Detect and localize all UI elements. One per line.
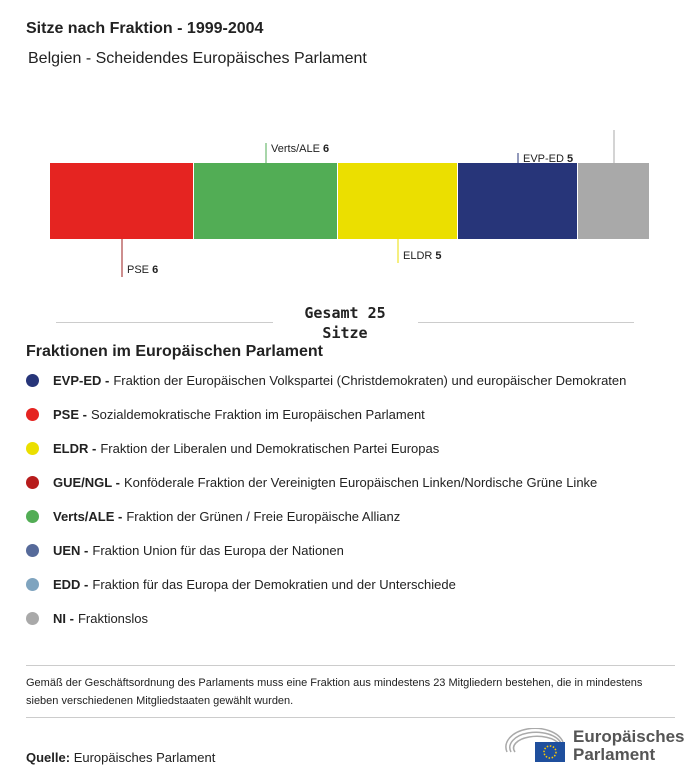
legend-abbr: PSE -	[53, 407, 87, 422]
legend-item: GUE/NGL - Konföderale Fraktion der Verein…	[26, 475, 597, 490]
legend-color-dot	[26, 510, 39, 523]
legend-color-dot	[26, 612, 39, 625]
legend-text: Fraktion Union für das Europa der Nation…	[92, 543, 344, 558]
ep-logo: Europäisches Parlament	[505, 728, 685, 764]
data-label: EVP-ED 5	[523, 153, 573, 165]
data-label: Verts/ALE 6	[271, 143, 329, 155]
footnote: Gemäß der Geschäftsordnung des Parlament…	[26, 677, 643, 707]
chart-subtitle: Belgien - Scheidendes Europäisches Parla…	[28, 50, 367, 67]
total-label: Gesamt 25 Sitze	[275, 303, 415, 343]
logo-line1: Europäisches	[573, 727, 685, 746]
legend-abbr: UEN -	[53, 543, 89, 558]
total-value: Gesamt 25	[304, 304, 386, 322]
legend-text: Fraktion für das Europa der Demokratien …	[92, 577, 456, 592]
total-unit: Sitze	[322, 324, 368, 342]
legend-abbr: GUE/NGL -	[53, 475, 120, 490]
legend-item: NI - Fraktionslos	[26, 611, 148, 626]
divider	[26, 717, 675, 718]
divider-left	[56, 322, 273, 323]
logo-line2: Parlament	[573, 745, 656, 764]
legend-color-dot	[26, 578, 39, 591]
bar-eldr	[338, 163, 457, 239]
bar-evp-ed	[458, 163, 577, 239]
data-label: ELDR 5	[403, 250, 442, 262]
legend-abbr: EDD -	[53, 577, 89, 592]
legend-text: Fraktion der Liberalen und Demokratische…	[100, 441, 440, 456]
data-label: PSE 6	[127, 264, 158, 276]
legend-item: ELDR - Fraktion der Liberalen und Demokra…	[26, 441, 439, 456]
legend-color-dot	[26, 442, 39, 455]
legend-color-dot	[26, 476, 39, 489]
legend-item: EDD - Fraktion für das Europa der Demokra…	[26, 577, 456, 592]
legend-item: UEN - Fraktion Union für das Europa der N…	[26, 543, 344, 558]
legend-abbr: Verts/ALE -	[53, 509, 123, 524]
legend-color-dot	[26, 374, 39, 387]
legend-abbr: NI -	[53, 611, 74, 626]
legend-text: Fraktionslos	[77, 611, 149, 626]
stacked-bar-chart: PSE 6 Verts/ALE 6 ELDR 5 EVP-ED 5 NI 3	[50, 130, 649, 277]
legend-item: EVP-ED - Fraktion der Europäischen Volksp…	[26, 373, 626, 388]
bar-verts-ale	[194, 163, 337, 239]
parliament-hemicycle-icon	[505, 728, 565, 762]
legend-text: Sozialdemokratische Fraktion im Europäis…	[90, 407, 425, 422]
source-label: Quelle:	[26, 750, 71, 765]
source-value: Europäisches Parlament	[73, 750, 216, 765]
legend-item: PSE - Sozialdemokratische Fraktion im Eur…	[26, 407, 425, 422]
legend-text: Fraktion der Grünen / Freie Europäische …	[126, 509, 401, 524]
legend-color-dot	[26, 544, 39, 557]
legend-abbr: ELDR -	[53, 441, 97, 456]
chart-title: Sitze nach Fraktion - 1999-2004	[26, 20, 264, 37]
divider	[26, 665, 675, 666]
legend-text: Konföderale Fraktion der Vereinigten Eur…	[123, 475, 598, 490]
bar-pse	[50, 163, 193, 239]
legend-item: Verts/ALE - Fraktion der Grünen / Freie E…	[26, 509, 400, 524]
legend-title: Fraktionen im Europäischen Parlament	[26, 343, 323, 360]
source: Quelle: Europäisches Parlament	[26, 750, 215, 765]
legend-abbr: EVP-ED -	[53, 373, 110, 388]
legend-text: Fraktion der Europäischen Volkspartei (C…	[113, 373, 627, 388]
legend-color-dot	[26, 408, 39, 421]
divider-right	[418, 322, 634, 323]
data-label: NI 3	[619, 130, 639, 133]
